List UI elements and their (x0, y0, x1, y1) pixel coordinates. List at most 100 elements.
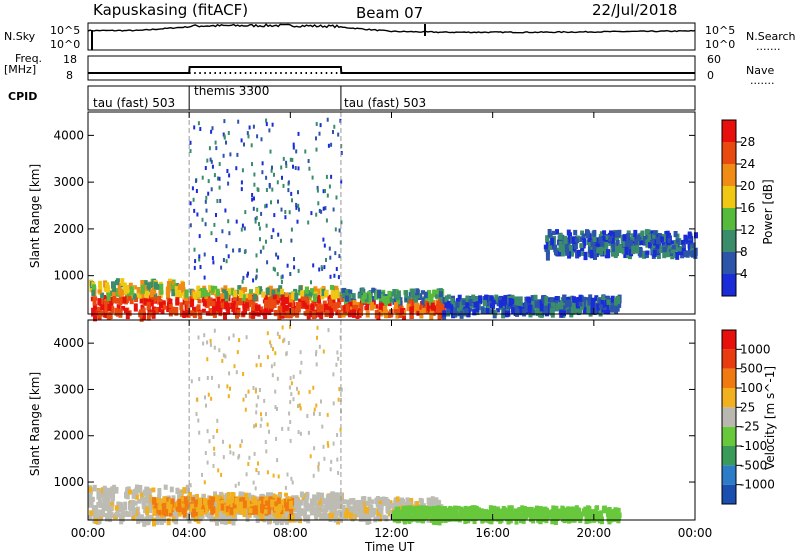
power-cell (265, 223, 268, 228)
velocity-cell (236, 350, 239, 355)
velocity-cell (316, 325, 319, 330)
velocity-cell (477, 512, 482, 520)
velocity-ytick-label: 1000 (53, 475, 84, 489)
velocity-cell (132, 489, 137, 494)
power-cell (190, 298, 195, 307)
power-cell (253, 182, 256, 187)
power-cell (554, 296, 559, 301)
power-cell (673, 231, 678, 238)
power-cell (244, 293, 249, 299)
velocity-cell (354, 510, 359, 517)
velocity-cell (484, 509, 489, 517)
nave-dot (133, 72, 136, 74)
nave-dot (113, 72, 115, 74)
power-cell (579, 243, 584, 249)
velocity-cell (297, 505, 302, 514)
power-cell (158, 293, 163, 298)
nave-dot (588, 72, 591, 74)
power-cell (531, 304, 536, 310)
nave-dot (173, 72, 176, 74)
velocity-cell (265, 412, 267, 417)
power-cell (241, 294, 246, 302)
velocity-cell (270, 364, 273, 369)
power-colorbar-swatch (722, 208, 736, 230)
velocity-cell (92, 484, 97, 492)
power-cell (189, 223, 192, 228)
power-cell (172, 283, 177, 289)
velocity-cell (332, 441, 335, 446)
power-cell (248, 125, 251, 130)
power-cell (264, 299, 269, 309)
nave-dot (103, 72, 105, 74)
power-cell (382, 298, 387, 304)
power-cell (447, 303, 452, 313)
power-cell (241, 223, 244, 228)
power-cell (455, 301, 460, 308)
power-cell (241, 168, 244, 173)
nave-dot (558, 72, 560, 74)
power-cell (327, 296, 332, 301)
power-cell (615, 249, 619, 257)
nave-dot (249, 72, 252, 74)
velocity-cell (107, 488, 112, 493)
power-cell (415, 302, 420, 311)
power-cell (337, 132, 340, 137)
velocity-cell (210, 396, 213, 401)
nave-dot (158, 72, 161, 74)
power-cell (536, 299, 541, 307)
power-cell (106, 287, 111, 297)
velocity-cell (252, 386, 255, 390)
power-cell (202, 288, 207, 297)
power-cell (555, 303, 560, 311)
velocity-colorbar-tick-label: -500 (740, 458, 767, 472)
velocity-cell (204, 505, 209, 514)
velocity-cell (255, 496, 260, 502)
velocity-cell (434, 509, 439, 516)
power-cell (530, 295, 535, 302)
velocity-cell (253, 424, 256, 429)
velocity-cell (554, 505, 559, 513)
nave-dot (376, 72, 378, 74)
power-cell (513, 303, 518, 308)
power-cell (340, 151, 343, 155)
velocity-cell (463, 506, 468, 513)
power-ytick-label: 4000 (53, 128, 84, 142)
power-cell (170, 281, 175, 286)
velocity-cell (253, 501, 258, 509)
power-cell (272, 294, 277, 300)
velocity-cell (527, 508, 532, 516)
velocity-cell (268, 429, 270, 434)
power-cell (587, 300, 592, 306)
power-cell (265, 188, 268, 192)
velocity-cell (91, 508, 96, 513)
power-colorbar-tick-label: 20 (740, 179, 755, 193)
power-cell (222, 258, 225, 262)
power-cell (196, 285, 201, 291)
power-cell (665, 251, 670, 258)
velocity-cell (194, 507, 199, 512)
power-cell (439, 291, 443, 298)
velocity-cell (185, 484, 190, 494)
velocity-cell (615, 507, 620, 516)
power-cell (675, 238, 680, 248)
power-cell (338, 228, 341, 233)
velocity-cell (318, 412, 321, 416)
nave-dot (340, 72, 343, 74)
velocity-cell (554, 514, 559, 523)
power-cell (275, 252, 278, 257)
velocity-colorbar-tick-label: 1000 (740, 342, 771, 356)
power-cell (515, 297, 520, 306)
power-cell (125, 285, 129, 294)
power-cell (576, 249, 581, 257)
velocity-cell (316, 492, 321, 502)
velocity-cell (421, 505, 426, 515)
velocity-cell (264, 500, 269, 507)
velocity-cell (227, 518, 232, 524)
power-cell (261, 291, 266, 298)
power-cell (253, 172, 256, 177)
velocity-cell (284, 502, 289, 508)
velocity-cell (222, 439, 224, 444)
power-cell (226, 307, 231, 315)
velocity-cell (450, 509, 455, 515)
power-cell (395, 311, 400, 319)
